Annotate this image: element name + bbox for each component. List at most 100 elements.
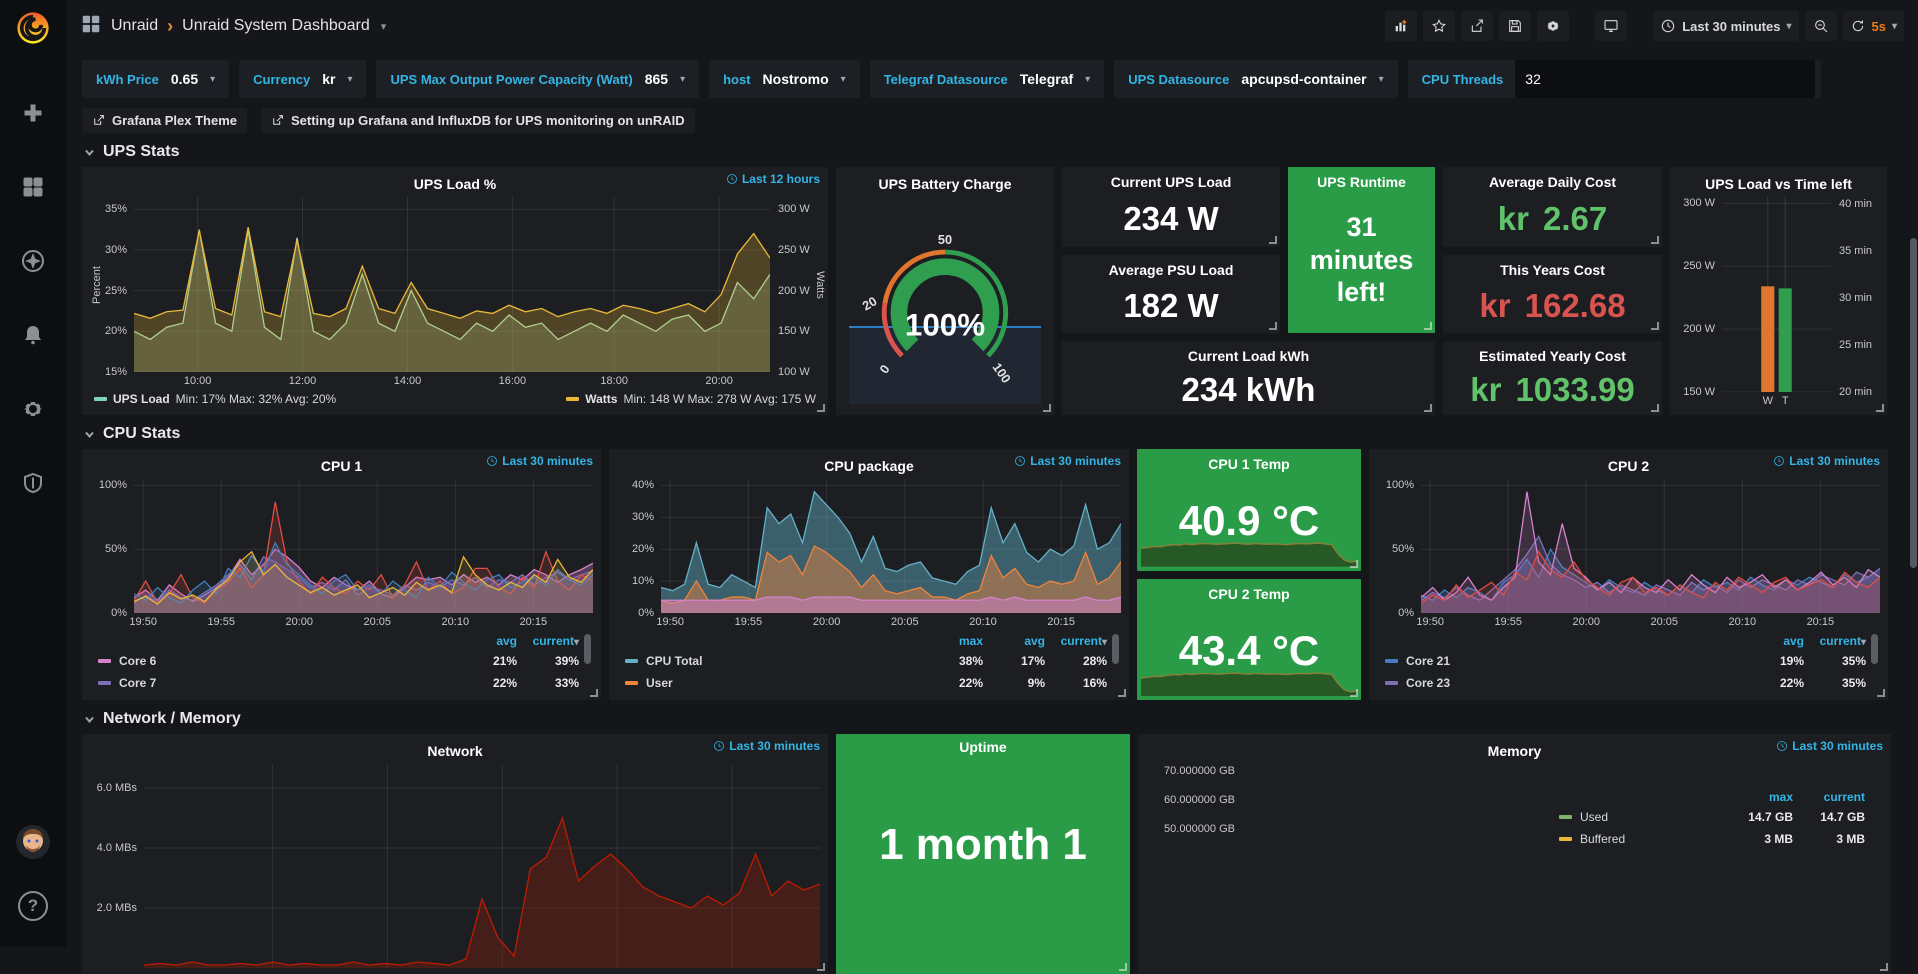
panel-title[interactable]: UPS Load % [90,171,820,197]
save-button[interactable] [1499,11,1531,41]
legend-series-name[interactable]: CPU Total [646,654,921,668]
ups-load-chart[interactable]: 15%20%25%30%35%100 W150 W200 W250 W300 W… [90,197,820,389]
panel-time-range[interactable]: Last 30 minutes [486,454,593,468]
dashboards-icon[interactable] [20,174,46,200]
refresh-interval-label[interactable]: 5s [1872,19,1886,34]
legend-series-name[interactable]: Used [1580,810,1721,824]
legend-col-header[interactable]: max [921,634,983,648]
panel-time-range[interactable]: Last 12 hours [726,172,820,186]
add-panel-button[interactable] [1385,11,1417,41]
star-button[interactable] [1423,11,1455,41]
legend-series-name[interactable]: Watts [585,392,617,406]
panel-title[interactable]: Memory [1146,738,1883,764]
legend-scrollbar[interactable] [1112,634,1119,664]
variable-value[interactable]: 865 [645,71,668,87]
variable-kwh-price[interactable]: kWh Price 0.65 ▾ [82,60,229,98]
legend-col-header[interactable]: avg [983,634,1045,648]
variable-currency[interactable]: Currency kr ▾ [239,60,366,98]
legend-col-header[interactable]: avg [455,634,517,648]
network-chart[interactable]: 2.0 MBs4.0 MBs6.0 MBs [90,764,820,968]
cpu-threads-input[interactable]: 32 [1515,60,1815,98]
panel-title[interactable]: Average Daily Cost [1489,167,1616,197]
help-icon[interactable]: ? [18,891,48,921]
variable-host[interactable]: host Nostromo ▾ [709,60,860,98]
section-cpu-stats[interactable]: CPU Stats [84,425,1902,443]
breadcrumb-app[interactable]: Unraid [111,17,158,35]
ups-load-vs-time-chart[interactable]: 150 W200 W250 W300 W20 min25 min30 min35… [1678,197,1879,409]
variable-ups-datasource[interactable]: UPS Datasource apcupsd-container ▾ [1114,60,1397,98]
chart-plot[interactable] [1421,479,1880,613]
breadcrumb-dashboard[interactable]: Unraid System Dashboard [182,17,370,35]
chart-plot[interactable] [134,197,770,372]
memory-chart[interactable]: 50.000000 GB60.000000 GB70.000000 GB [1146,764,1553,968]
admin-shield-icon[interactable] [20,470,46,496]
link-ups-monitoring-guide[interactable]: Setting up Grafana and InfluxDB for UPS … [261,108,695,133]
create-plus-icon[interactable] [20,100,46,126]
explore-compass-icon[interactable] [20,248,46,274]
panel-title[interactable]: Current Load kWh [1188,341,1309,371]
legend-series-name[interactable]: UPS Load [113,392,170,406]
legend-scrollbar[interactable] [1871,634,1878,664]
legend-col-header[interactable]: current▾ [1804,634,1866,648]
dashboard-settings-gear-icon[interactable] [1537,11,1569,41]
dashboard-grid-icon[interactable] [80,13,102,40]
cpu2-chart[interactable]: 0%50%100%19:5019:5520:0020:0520:1020:15 [1377,479,1880,630]
panel-title[interactable]: UPS Load vs Time left [1678,171,1879,197]
variable-value[interactable]: 0.65 [171,71,198,87]
cycle-view-monitor-icon[interactable] [1595,11,1627,41]
panel-time-range[interactable]: Last 30 minutes [1014,454,1121,468]
zoom-out-button[interactable] [1805,11,1837,41]
legend-series-name[interactable]: Core 21 [1406,654,1742,668]
panel-title[interactable]: CPU 1 Temp [1208,449,1289,479]
variable-ups-max-output[interactable]: UPS Max Output Power Capacity (Watt) 865… [376,60,699,98]
link-grafana-plex-theme[interactable]: Grafana Plex Theme [82,108,247,133]
legend-series-name[interactable]: Core 6 [119,654,455,668]
panel-time-range[interactable]: Last 30 minutes [1773,454,1880,468]
caret-down-icon[interactable]: ▾ [1892,21,1897,32]
legend-series-name[interactable]: Core 23 [1406,676,1742,690]
legend-col-header[interactable]: current▾ [1045,634,1107,648]
section-ups-stats[interactable]: UPS Stats [84,143,1902,161]
cpu1-chart[interactable]: 0%50%100%19:5019:5520:0020:0520:1020:15 [90,479,593,630]
chart-plot[interactable] [134,479,593,613]
panel-title[interactable]: Network [90,738,820,764]
legend-series-name[interactable]: Buffered [1580,832,1721,846]
panel-title[interactable]: Current UPS Load [1111,167,1232,197]
time-range-picker[interactable]: Last 30 minutes ▾ [1653,11,1798,41]
share-button[interactable] [1461,11,1493,41]
panel-title[interactable]: Uptime [836,734,1130,760]
alerting-bell-icon[interactable] [20,322,46,348]
grafana-logo[interactable] [13,8,53,48]
variable-telegraf-datasource[interactable]: Telegraf Datasource Telegraf ▾ [870,60,1105,98]
panel-time-range[interactable]: Last 30 minutes [1776,739,1883,753]
chart-plot[interactable] [144,764,820,968]
panel-title[interactable]: Average PSU Load [1109,255,1234,285]
variable-value[interactable]: kr [322,71,335,87]
legend-col-header[interactable]: max [1721,790,1793,804]
section-network-memory[interactable]: Network / Memory [84,710,1902,728]
page-scrollbar[interactable] [1910,238,1917,568]
chart-plot[interactable] [661,479,1121,613]
variable-value[interactable]: apcupsd-container [1241,71,1366,87]
chart-plot[interactable] [1722,197,1831,392]
configuration-gear-icon[interactable] [20,396,46,422]
variable-value[interactable]: Nostromo [763,71,829,87]
legend-col-header[interactable]: current [1793,790,1865,804]
legend-series-name[interactable]: User [646,676,921,690]
legend-scrollbar[interactable] [584,634,591,664]
panel-time-range[interactable]: Last 30 minutes [713,739,820,753]
legend-col-header[interactable]: current▾ [517,634,579,648]
battery-gauge[interactable]: 0 20 50 100 100% [844,197,1046,409]
legend-col-header[interactable]: avg [1742,634,1804,648]
caret-down-icon[interactable]: ▾ [381,20,387,33]
legend-series-name[interactable]: Core 7 [119,676,455,690]
cpu-package-chart[interactable]: 0%10%20%30%40%19:5019:5520:0020:0520:102… [617,479,1121,630]
panel-title[interactable]: Estimated Yearly Cost [1479,341,1626,371]
user-avatar[interactable] [16,825,50,859]
variable-value[interactable]: Telegraf [1020,71,1073,87]
panel-title[interactable]: CPU 2 Temp [1208,579,1289,609]
panel-title[interactable]: UPS Runtime [1317,167,1406,197]
refresh-button[interactable]: 5s ▾ [1843,11,1905,41]
panel-title[interactable]: This Years Cost [1500,255,1605,285]
panel-title[interactable]: UPS Battery Charge [844,171,1046,197]
